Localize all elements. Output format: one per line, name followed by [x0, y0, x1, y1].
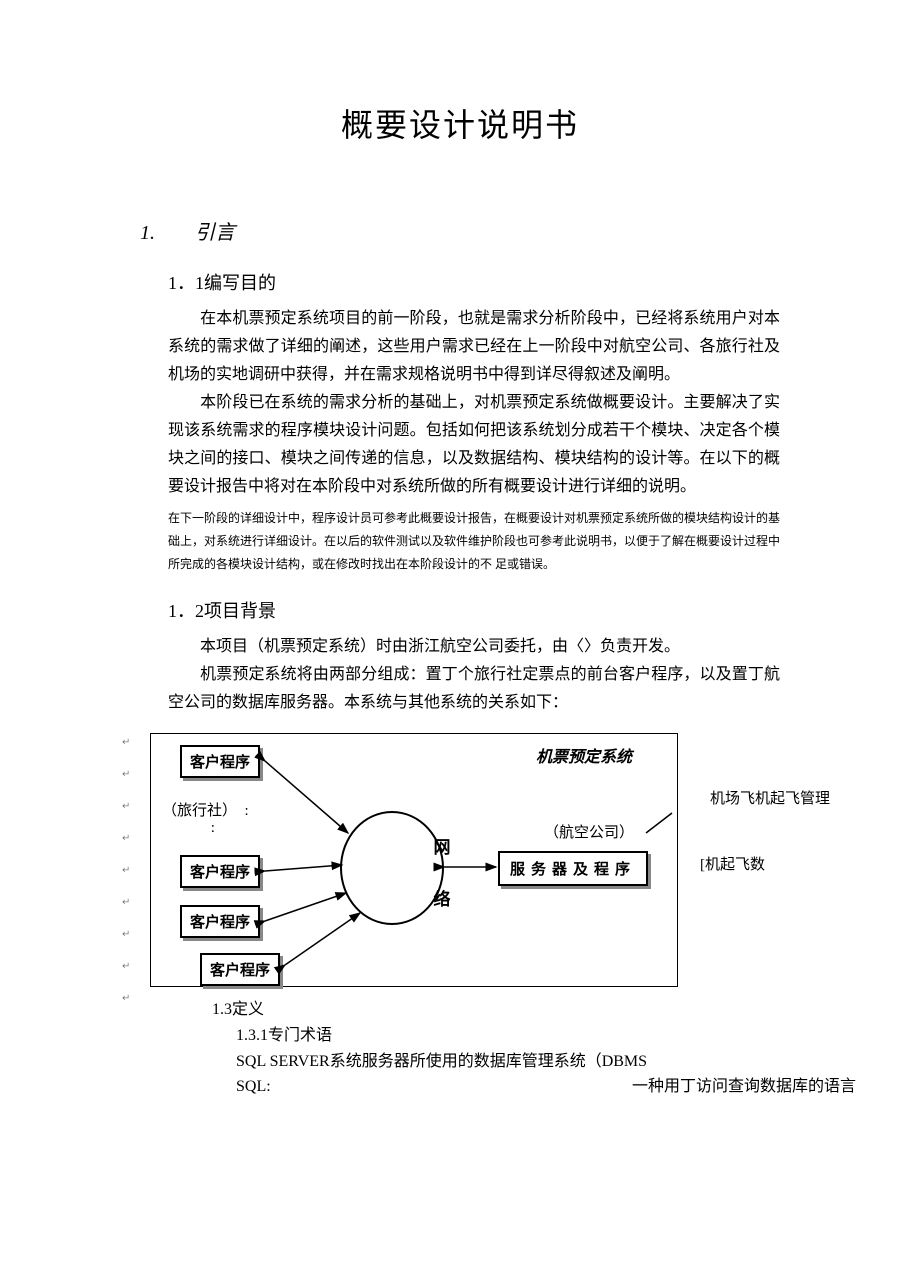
agency-label-text: （旅行社） [162, 803, 237, 819]
s13-l4a: SQL: [236, 1074, 271, 1100]
section-1-num: 1. [140, 222, 190, 245]
section-1-2-p2-text: 机票预定系统将由两部分组成：置丁个旅行社定票点的前台客户程序，以及置丁航空公司的… [168, 666, 780, 711]
side-label-2: [机起飞数 [700, 853, 765, 874]
diagram-edit-markers: ↵↵↵↵↵↵↵↵↵ [122, 727, 130, 1015]
section-1-1-p2-text: 本阶段已在系统的需求分析的基础上，对机票预定系统做概要设计。主要解决了实现该系统… [168, 394, 780, 495]
client-node-3: 客户程序 [180, 905, 260, 938]
airline-label: （航空公司） [544, 821, 634, 842]
network-node: 网 络 [340, 811, 444, 925]
doc-title: 概要设计说明书 [140, 100, 780, 146]
section-1-1-p1: 在本机票预定系统项目的前一阶段，也就是需求分析阶段中，已经将系统用户对本系统的需… [168, 305, 780, 389]
s13-l3: SQL SERVER系统服务器所使用的数据库管理系统（DBMS [236, 1049, 780, 1075]
section-1-1-p1-text: 在本机票预定系统项目的前一阶段，也就是需求分析阶段中，已经将系统用户对本系统的需… [168, 310, 780, 383]
section-1-heading: 1. 引言 [140, 216, 780, 245]
section-1-1-p2: 本阶段已在系统的需求分析的基础上，对机票预定系统做概要设计。主要解决了实现该系统… [168, 389, 780, 501]
client-node-4: 客户程序 [200, 953, 280, 986]
section-1-1-heading: 1．1编写目的 [168, 269, 780, 295]
server-node: 服务器及程序 [498, 851, 648, 886]
s13-l1: 1.3定义 [212, 997, 780, 1023]
section-1-2-p1: 本项目（机票预定系统）时由浙江航空公司委托，由〈〉负责开发。 [168, 633, 780, 661]
client-node-2: 客户程序 [180, 855, 260, 888]
section-1-2-p1-text: 本项目（机票预定系统）时由浙江航空公司委托，由〈〉负责开发。 [200, 638, 680, 655]
section-1-3: 1.3定义 1.3.1专门术语 SQL SERVER系统服务器所使用的数据库管理… [212, 997, 780, 1099]
s13-l2: 1.3.1专门术语 [236, 1023, 780, 1049]
section-1-2-heading: 1．2项目背景 [168, 597, 780, 623]
agency-label: （旅行社） : : [162, 799, 249, 837]
section-1-label: 引言 [195, 222, 235, 244]
network-label-bottom: 络 [392, 885, 492, 910]
s13-l4b: 一种用丁访问查询数据库的语言 [632, 1074, 856, 1100]
section-1-1-p3-small: 在下一阶段的详细设计中，程序设计员可参考此概要设计报告，在概要设计对机票预定系统… [168, 507, 780, 575]
client-node-1: 客户程序 [180, 745, 260, 778]
section-1-2-p2: 机票预定系统将由两部分组成：置丁个旅行社定票点的前台客户程序，以及置丁航空公司的… [168, 661, 780, 717]
network-label-top: 网 [392, 833, 492, 858]
system-diagram: ↵↵↵↵↵↵↵↵↵ 机票预定系统 客户程序 （旅行社） : : 客户程序 客户程… [140, 727, 880, 997]
diagram-title: 机票预定系统 [536, 743, 632, 767]
side-label-1: 机场飞机起飞管理 [710, 787, 830, 808]
